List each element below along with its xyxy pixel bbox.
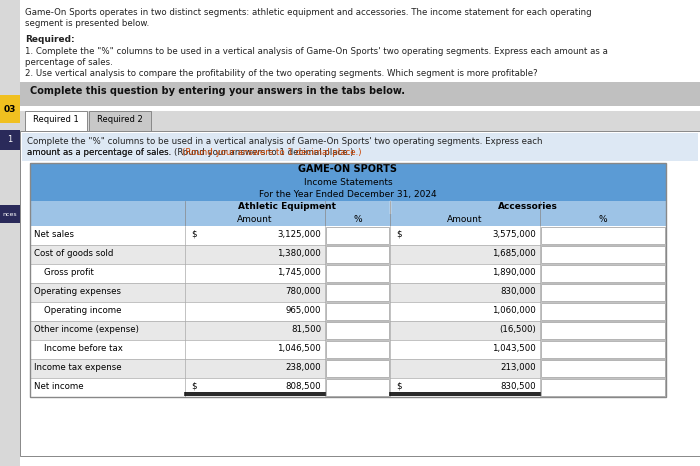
Text: Game-On Sports operates in two distinct segments: athletic equipment and accesso: Game-On Sports operates in two distinct … bbox=[25, 8, 592, 17]
Bar bbox=[0, 205, 20, 223]
Bar bbox=[30, 226, 666, 245]
Bar bbox=[541, 379, 665, 396]
Text: (Round your answers to 1 decimal place.): (Round your answers to 1 decimal place.) bbox=[182, 148, 361, 157]
Bar bbox=[30, 189, 666, 201]
Bar bbox=[541, 341, 665, 358]
Text: Net income: Net income bbox=[34, 382, 83, 391]
Bar bbox=[0, 130, 20, 150]
Text: nces: nces bbox=[3, 212, 18, 217]
Bar bbox=[541, 322, 665, 339]
Bar bbox=[0, 95, 20, 123]
Text: Required 1: Required 1 bbox=[33, 115, 79, 124]
Text: $: $ bbox=[396, 382, 402, 391]
Bar bbox=[541, 303, 665, 320]
Bar bbox=[30, 378, 666, 397]
Text: Cost of goods sold: Cost of goods sold bbox=[34, 249, 113, 258]
Bar bbox=[30, 264, 666, 283]
Bar bbox=[541, 227, 665, 244]
Text: Required 2: Required 2 bbox=[97, 115, 143, 124]
Bar bbox=[326, 246, 389, 263]
Bar bbox=[326, 341, 389, 358]
Text: 2. Use vertical analysis to compare the profitability of the two operating segme: 2. Use vertical analysis to compare the … bbox=[25, 69, 538, 78]
Text: amount as a percentage of sales. (Round your answers to 1 decimal place.): amount as a percentage of sales. (Round … bbox=[27, 148, 354, 157]
Bar bbox=[30, 201, 666, 214]
Bar bbox=[326, 227, 389, 244]
Text: 3,575,000: 3,575,000 bbox=[492, 230, 536, 239]
Text: 1,060,000: 1,060,000 bbox=[492, 306, 536, 315]
Text: 808,500: 808,500 bbox=[286, 382, 321, 391]
Bar bbox=[326, 322, 389, 339]
Bar bbox=[30, 163, 666, 177]
Text: $: $ bbox=[191, 230, 197, 239]
Text: Income before tax: Income before tax bbox=[44, 344, 123, 353]
Bar bbox=[541, 265, 665, 282]
Text: Required:: Required: bbox=[25, 35, 75, 44]
Text: amount as a percentage of sales.: amount as a percentage of sales. bbox=[27, 148, 174, 157]
Text: Operating income: Operating income bbox=[44, 306, 122, 315]
Text: 1,745,000: 1,745,000 bbox=[277, 268, 321, 277]
Text: 1. Complete the "%" columns to be used in a vertical analysis of Game-On Sports': 1. Complete the "%" columns to be used i… bbox=[25, 47, 608, 56]
Bar bbox=[30, 321, 666, 340]
Bar bbox=[30, 283, 666, 302]
Text: Operating expenses: Operating expenses bbox=[34, 287, 121, 296]
Bar bbox=[25, 111, 87, 131]
Text: 1,043,500: 1,043,500 bbox=[492, 344, 536, 353]
Text: 1,890,000: 1,890,000 bbox=[492, 268, 536, 277]
Bar bbox=[326, 265, 389, 282]
Bar bbox=[30, 214, 666, 226]
Text: (16,500): (16,500) bbox=[499, 325, 536, 334]
Text: 1,046,500: 1,046,500 bbox=[277, 344, 321, 353]
Text: 3,125,000: 3,125,000 bbox=[277, 230, 321, 239]
Text: 213,000: 213,000 bbox=[500, 363, 536, 372]
Text: GAME-ON SPORTS: GAME-ON SPORTS bbox=[298, 164, 398, 174]
Bar bbox=[30, 245, 666, 264]
Text: Accessories: Accessories bbox=[498, 202, 558, 211]
Bar bbox=[541, 360, 665, 377]
Text: Athletic Equipment: Athletic Equipment bbox=[239, 202, 337, 211]
Text: 780,000: 780,000 bbox=[286, 287, 321, 296]
Bar bbox=[30, 340, 666, 359]
Text: For the Year Ended December 31, 2024: For the Year Ended December 31, 2024 bbox=[259, 190, 437, 199]
Bar bbox=[326, 360, 389, 377]
Bar bbox=[541, 246, 665, 263]
Text: Complete this question by entering your answers in the tabs below.: Complete this question by entering your … bbox=[30, 86, 405, 96]
Text: segment is presented below.: segment is presented below. bbox=[25, 19, 149, 28]
Text: 830,000: 830,000 bbox=[500, 287, 536, 296]
Text: $: $ bbox=[191, 382, 197, 391]
Bar bbox=[20, 111, 700, 131]
Bar bbox=[30, 302, 666, 321]
Text: Income tax expense: Income tax expense bbox=[34, 363, 122, 372]
Text: percentage of sales.: percentage of sales. bbox=[25, 58, 113, 67]
Bar bbox=[326, 379, 389, 396]
Text: 1: 1 bbox=[8, 136, 13, 144]
Bar bbox=[20, 82, 700, 106]
Bar bbox=[326, 303, 389, 320]
Text: ...: ... bbox=[344, 460, 356, 466]
Bar bbox=[326, 284, 389, 301]
Text: 830,500: 830,500 bbox=[500, 382, 536, 391]
Text: 1,380,000: 1,380,000 bbox=[277, 249, 321, 258]
Text: 965,000: 965,000 bbox=[286, 306, 321, 315]
Text: 238,000: 238,000 bbox=[286, 363, 321, 372]
Text: Gross profit: Gross profit bbox=[44, 268, 94, 277]
Text: Amount: Amount bbox=[447, 215, 483, 224]
Text: %: % bbox=[354, 215, 362, 224]
Text: 03: 03 bbox=[4, 104, 16, 114]
Text: Net sales: Net sales bbox=[34, 230, 74, 239]
Text: 1,685,000: 1,685,000 bbox=[492, 249, 536, 258]
Bar bbox=[30, 359, 666, 378]
Bar bbox=[30, 177, 666, 189]
Bar bbox=[89, 111, 151, 131]
Text: Other income (expense): Other income (expense) bbox=[34, 325, 139, 334]
Bar bbox=[20, 131, 700, 456]
Text: %: % bbox=[598, 215, 608, 224]
Text: 81,500: 81,500 bbox=[291, 325, 321, 334]
Bar bbox=[541, 284, 665, 301]
Text: Amount: Amount bbox=[237, 215, 273, 224]
Bar bbox=[30, 163, 666, 397]
Text: Income Statements: Income Statements bbox=[304, 178, 392, 187]
Text: $: $ bbox=[396, 230, 402, 239]
Text: Complete the "%" columns to be used in a vertical analysis of Game-On Sports' tw: Complete the "%" columns to be used in a… bbox=[27, 137, 542, 146]
Bar bbox=[22, 133, 698, 161]
